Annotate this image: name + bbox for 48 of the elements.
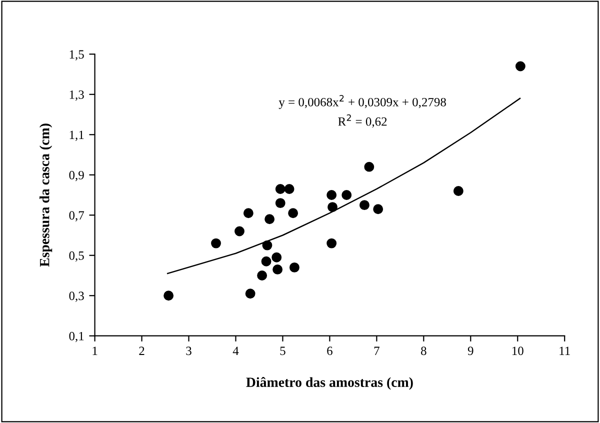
point xyxy=(364,162,374,172)
y-tick-label: 1,3 xyxy=(70,90,84,101)
point xyxy=(262,240,272,250)
point xyxy=(288,208,298,218)
point xyxy=(326,190,337,200)
x-tick-label: 11 xyxy=(560,346,570,355)
y-tick-label: 0,1 xyxy=(69,332,84,342)
point xyxy=(272,252,282,262)
y-tick-label: 1,5 xyxy=(70,50,84,60)
point xyxy=(284,184,294,194)
x-tick-label: 10 xyxy=(512,346,524,356)
point xyxy=(234,226,244,236)
x-tick-label: 8 xyxy=(421,346,426,356)
y-tick-label: 0,5 xyxy=(69,251,84,262)
point xyxy=(373,204,384,214)
point xyxy=(275,198,286,208)
point xyxy=(264,214,275,224)
y-tick-label: 0,3 xyxy=(69,292,84,302)
point xyxy=(261,256,272,266)
x-tick-label: 2 xyxy=(139,346,144,355)
point xyxy=(272,264,283,274)
point xyxy=(326,238,337,248)
y-tick-label: 0,9 xyxy=(69,170,84,182)
point xyxy=(243,208,254,218)
x-tick-label: 9 xyxy=(468,346,474,356)
annotation: y = 0,0068x$^{2}$ + 0,0309x + 0,2798 xyxy=(278,94,446,109)
y-tick-label: 0,7 xyxy=(69,211,84,222)
point xyxy=(342,190,352,200)
point xyxy=(257,270,268,280)
point xyxy=(328,202,338,212)
point xyxy=(275,184,286,194)
point xyxy=(359,200,370,210)
x-tick-label: 1 xyxy=(92,346,98,355)
point xyxy=(245,288,256,299)
point xyxy=(211,238,221,248)
point xyxy=(289,262,300,272)
x-tick-label: 6 xyxy=(327,346,332,356)
x-tick-label: 3 xyxy=(186,346,192,356)
x-axis-title: Diâmetro das amostras (cm) xyxy=(246,377,413,390)
point xyxy=(515,61,526,72)
point xyxy=(164,290,174,301)
y-tick-label: 1,1 xyxy=(70,130,84,141)
annotation: R$^{2}$ = 0,62 xyxy=(338,114,387,128)
x-tick-label: 5 xyxy=(280,346,286,356)
x-tick-label: 7 xyxy=(374,346,380,355)
point xyxy=(453,186,464,196)
x-tick-label: 4 xyxy=(232,346,239,355)
y-axis-title: Espessura da casca (cm) xyxy=(39,124,52,267)
